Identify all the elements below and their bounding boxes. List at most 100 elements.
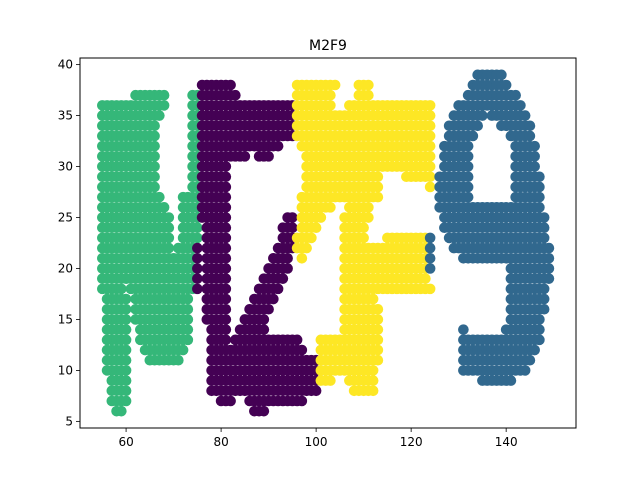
scatter-point: [163, 232, 175, 244]
scatter-point: [529, 161, 540, 172]
scatter-point: [510, 89, 521, 101]
scatter-point: [120, 324, 132, 335]
scatter-point: [462, 140, 474, 152]
scatter-point: [472, 120, 483, 132]
scatter-point: [120, 334, 132, 346]
scatter-point: [158, 202, 170, 213]
scatter-point: [424, 263, 436, 274]
scatter-point: [372, 314, 384, 325]
scatter-point: [543, 252, 555, 264]
x-axis: 60 80 100 120 140: [118, 428, 518, 449]
scatter-point: [154, 110, 165, 121]
scatter-point: [220, 303, 232, 315]
y-axis: 5 10 15 20 25 30 35 40: [58, 58, 80, 428]
scatter-point: [220, 283, 232, 295]
scatter-point: [120, 365, 132, 376]
scatter-point: [543, 242, 555, 254]
scatter-point: [467, 130, 479, 142]
scatter-point: [310, 222, 322, 234]
scatter-point: [367, 385, 379, 397]
scatter-point: [258, 324, 270, 335]
y-tick-label: 40: [58, 58, 73, 72]
scatter-point: [258, 314, 270, 325]
y-tick-label: 25: [58, 211, 73, 225]
scatter-point: [163, 242, 175, 254]
scatter-point: [543, 263, 555, 274]
plot-points: [97, 69, 555, 417]
scatter-point: [538, 232, 550, 244]
scatter-point: [424, 161, 436, 172]
scatter-point: [424, 120, 436, 132]
scatter-point: [220, 222, 232, 234]
scatter-point: [230, 89, 241, 101]
scatter-point: [287, 222, 298, 234]
scatter-point: [424, 140, 436, 152]
scatter-point: [239, 151, 251, 162]
scatter-point: [296, 395, 308, 407]
scatter-point: [158, 89, 170, 101]
scatter-point: [424, 252, 436, 264]
scatter-point: [120, 303, 132, 315]
x-tick-label: 60: [118, 435, 133, 449]
scatter-point: [263, 151, 274, 162]
y-tick-label: 5: [65, 414, 73, 428]
scatter-point: [301, 242, 312, 254]
scatter-point: [529, 140, 540, 152]
scatter-point: [325, 89, 336, 101]
scatter-point: [358, 232, 369, 244]
scatter-point: [538, 222, 550, 234]
scatter-point: [367, 293, 379, 305]
scatter-point: [163, 222, 175, 234]
scatter-point: [529, 151, 540, 162]
scatter-point: [363, 202, 374, 213]
scatter-point: [424, 242, 436, 254]
y-tick-label: 10: [58, 363, 73, 377]
scatter-point: [296, 252, 308, 264]
scatter-point: [149, 140, 160, 152]
x-tick-label: 120: [400, 435, 423, 449]
scatter-point: [220, 202, 232, 213]
scatter-point: [120, 293, 132, 305]
scatter-point: [220, 191, 232, 203]
x-tick-label: 100: [305, 435, 328, 449]
scatter-point: [225, 395, 236, 407]
chart-title: M2F9: [309, 38, 347, 54]
scatter-point: [120, 385, 132, 397]
scatter-point: [534, 181, 545, 193]
scatter-point: [282, 252, 293, 264]
scatter-point: [272, 283, 284, 295]
scatter-point: [149, 130, 160, 142]
scatter-point: [363, 89, 374, 101]
scatter-point: [220, 263, 232, 274]
scatter-point: [220, 242, 232, 254]
scatter-point: [534, 171, 545, 183]
scatter-point: [182, 324, 194, 335]
scatter-point: [268, 293, 279, 305]
scatter-point: [367, 365, 379, 376]
scatter-point: [220, 252, 232, 264]
scatter-point: [182, 303, 194, 315]
scatter-point: [543, 273, 555, 284]
scatter-point: [277, 273, 289, 284]
scatter-point: [192, 222, 203, 234]
scatter-point: [420, 273, 431, 284]
scatter-point: [192, 252, 203, 264]
scatter-point: [424, 171, 436, 183]
scatter-point: [287, 212, 298, 223]
scatter-point: [372, 334, 384, 346]
scatter-point: [220, 324, 232, 335]
scatter-point: [496, 69, 507, 81]
scatter-point: [462, 151, 474, 162]
scatter-point: [272, 140, 284, 152]
scatter-point: [363, 212, 374, 223]
scatter-point: [192, 273, 203, 284]
scatter-point: [220, 181, 232, 193]
scatter-point: [534, 191, 545, 203]
scatter-point: [220, 232, 232, 244]
scatter-point: [182, 293, 194, 305]
scatter-point: [534, 202, 545, 213]
x-tick-label: 80: [213, 435, 228, 449]
scatter-point: [424, 232, 436, 244]
scatter-point: [515, 100, 526, 111]
scatter-point: [524, 120, 536, 132]
